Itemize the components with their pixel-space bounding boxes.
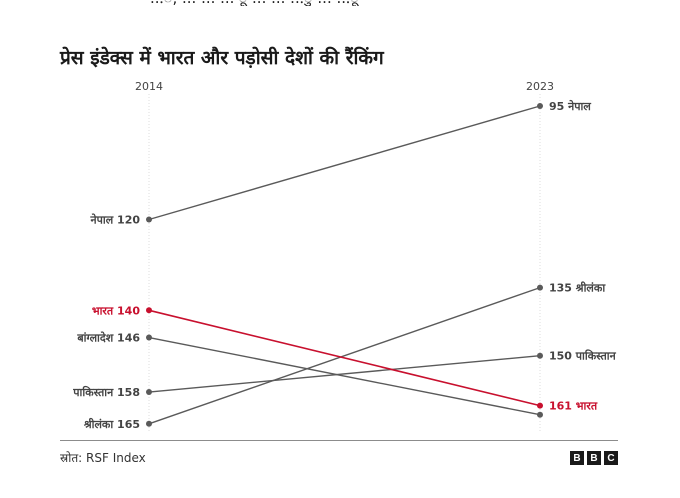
series-line [148,105,541,221]
end-label: 95 नेपाल [549,99,591,113]
start-label: श्रीलंका 165 [83,417,140,431]
start-point [146,216,152,223]
series-line [148,286,541,425]
footer-rule [60,440,618,441]
start-label: बांग्लादेश 146 [76,331,140,345]
end-point [537,103,543,109]
series-line [148,355,541,393]
end-label: 161 भारत [549,400,598,413]
start-label: पाकिस्तान 158 [72,385,140,399]
start-point [146,420,152,427]
header-fragment: ...ँ, ... ... ... ू ... ... ...ु ... ...… [150,0,510,6]
year-label-2014: 2014 [135,80,163,93]
start-point [146,334,152,341]
bbc-logo-block: B [570,451,584,465]
start-label: भारत 140 [92,304,140,317]
end-point [537,284,543,291]
end-label: 150 पाकिस्तान [549,349,617,363]
source-note: स्रोत: RSF Index [60,451,146,465]
bbc-logo-block: B [587,451,601,465]
series-line [148,336,541,416]
series-line [148,309,541,407]
bbc-logo-block: C [604,451,618,465]
end-point [537,402,543,409]
end-point [537,352,543,359]
start-label: नेपाल 120 [90,213,141,227]
start-point [146,389,152,396]
chart-title: प्रेस इंडेक्स में भारत और पड़ोसी देशों क… [60,47,384,69]
start-point [146,307,152,314]
bbc-logo: B B C [570,451,618,465]
year-label-2023: 2023 [526,80,554,93]
end-point [537,411,543,418]
end-label: 135 श्रीलंका [549,281,606,295]
